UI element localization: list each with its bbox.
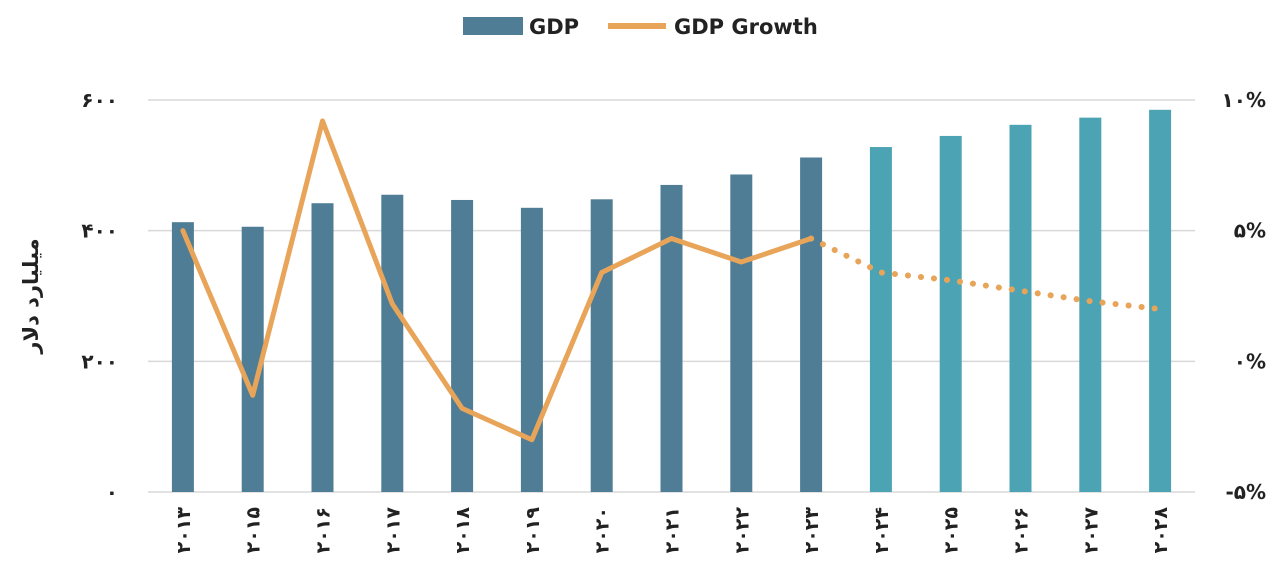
x-tick-label: ۲۰۲۷ [1080, 507, 1102, 554]
bar-gdp [1009, 124, 1032, 493]
y-axis-left-ticks: ۰ ۲۰۰ ۴۰۰ ۶۰۰ [81, 88, 118, 504]
bar-gdp [590, 199, 613, 492]
legend-label-gdp: GDP [529, 15, 579, 39]
x-tick-label: ۲۰۲۴ [871, 507, 893, 553]
x-tick-label: ۲۰۱۳ [173, 507, 195, 554]
y2-tick-label: ۰% [1234, 349, 1266, 373]
x-tick-label: ۲۰۲۰ [592, 507, 614, 553]
y2-tick-label: -۵% [1225, 480, 1266, 504]
x-tick-label: ۲۰۱۵ [243, 507, 265, 554]
bar-gdp [660, 184, 683, 492]
bar-gdp [869, 147, 892, 493]
x-tick-label: ۲۰۱۹ [522, 507, 544, 554]
x-tick-label: ۲۰۲۳ [801, 507, 823, 554]
legend-label-gdp-growth: GDP Growth [674, 15, 818, 39]
x-tick-label: ۲۰۲۲ [731, 507, 753, 554]
x-tick-label: ۲۰۲۱ [662, 507, 684, 553]
x-tick-label: ۲۰۱۸ [452, 507, 474, 554]
legend-swatch-gdp [463, 17, 523, 35]
bar-gdp [241, 226, 264, 492]
y-tick-label: ۰ [106, 480, 118, 504]
bar-gdp [1149, 109, 1172, 493]
bar-gdp [939, 135, 962, 492]
x-tick-label: ۲۰۲۸ [1150, 507, 1172, 554]
x-axis-ticks: ۲۰۱۳ ۲۰۱۵ ۲۰۱۶ ۲۰۱۷ ۲۰۱۸ ۲۰۱۹ ۲۰۲۰ ۲۰۲۱ ۲۰۲۲ ۲۰۲۳… [173, 507, 1172, 554]
y2-tick-label: ۱۰% [1222, 88, 1266, 112]
growth-line [180, 118, 1164, 443]
bar-gdp [171, 222, 194, 492]
x-tick-label: ۲۰۱۶ [313, 507, 335, 553]
bar-gdp [730, 174, 753, 493]
y-axis-title: میلیارد دلار [19, 238, 43, 354]
legend: GDP GDP Growth [463, 15, 818, 39]
y-axis-right-ticks: -۵% ۰% ۵% ۱۰% [1222, 88, 1266, 504]
y-tick-label: ۲۰۰ [81, 349, 118, 373]
bar-gdp [800, 157, 823, 492]
y-tick-label: ۶۰۰ [81, 88, 118, 112]
bar-gdp [451, 199, 474, 492]
y2-tick-label: ۵% [1234, 219, 1266, 243]
growth-line-forecast [808, 235, 1164, 313]
bar-gdp [1079, 117, 1102, 492]
x-tick-label: ۲۰۱۷ [382, 507, 404, 554]
bar-gdp [520, 207, 543, 493]
bar-gdp [311, 203, 334, 492]
x-tick-label: ۲۰۲۵ [941, 507, 963, 554]
growth-line-actual [180, 118, 814, 443]
bars [171, 109, 1172, 493]
x-tick-label: ۲۰۲۶ [1011, 507, 1033, 553]
bar-gdp [381, 194, 404, 492]
y-tick-label: ۴۰۰ [81, 219, 118, 243]
